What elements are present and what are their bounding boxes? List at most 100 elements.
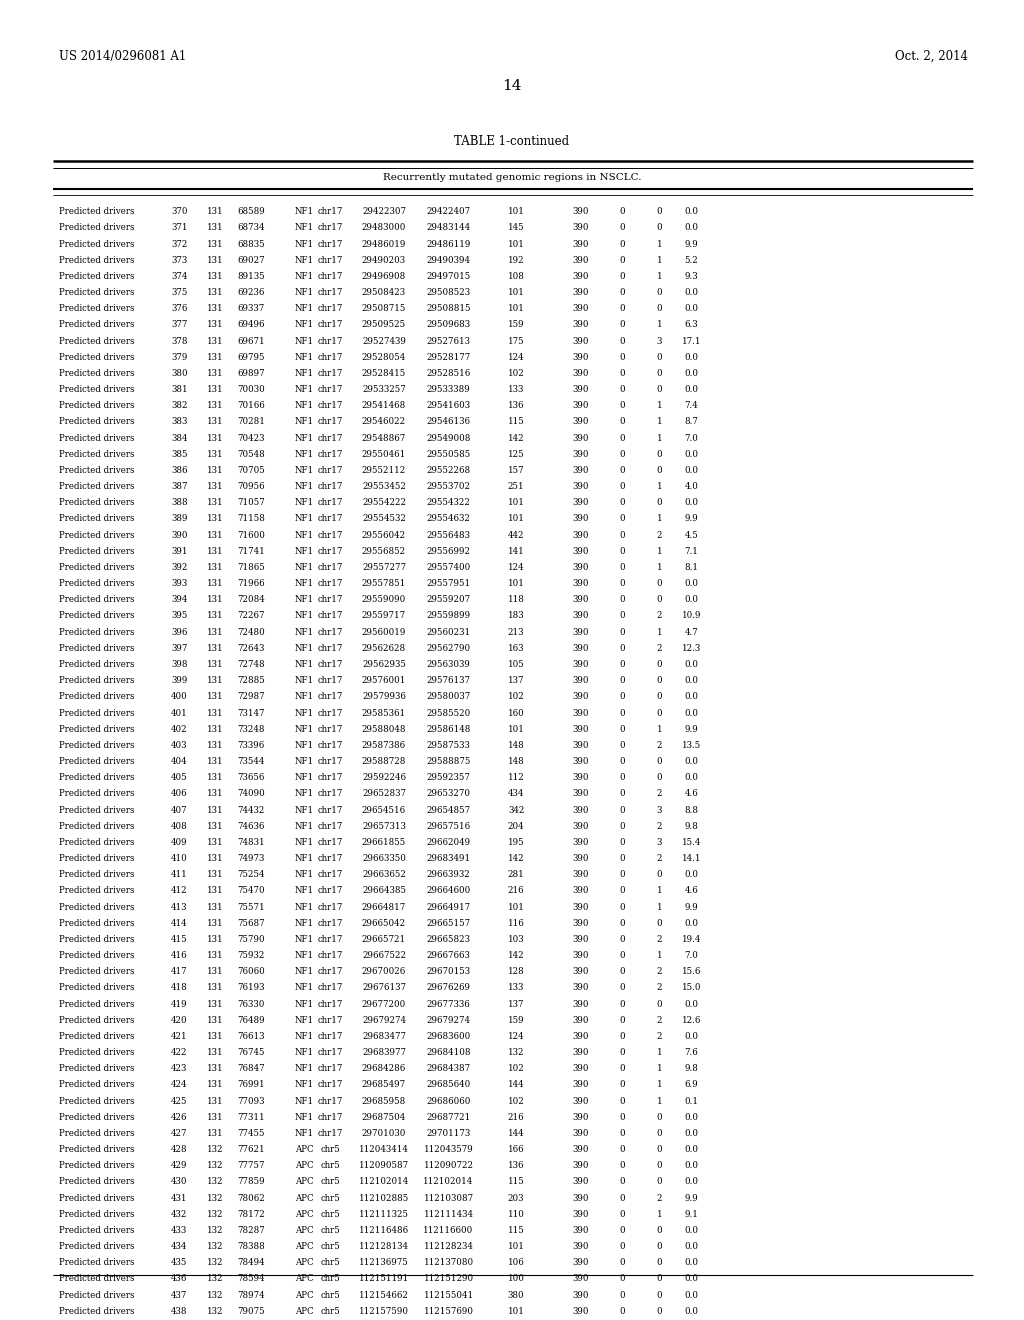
Text: 422: 422 — [171, 1048, 187, 1057]
Text: 2: 2 — [656, 983, 663, 993]
Text: 390: 390 — [572, 709, 589, 718]
Text: 76330: 76330 — [238, 999, 264, 1008]
Text: chr17: chr17 — [318, 676, 343, 685]
Text: 77621: 77621 — [238, 1146, 264, 1154]
Text: 29664600: 29664600 — [426, 887, 471, 895]
Text: 115: 115 — [508, 417, 524, 426]
Text: NF1: NF1 — [295, 531, 314, 540]
Text: 0: 0 — [620, 1291, 626, 1300]
Text: 390: 390 — [572, 838, 589, 847]
Text: chr17: chr17 — [318, 564, 343, 572]
Text: 131: 131 — [207, 499, 223, 507]
Text: NF1: NF1 — [295, 207, 314, 216]
Text: 128: 128 — [508, 968, 524, 977]
Text: chr17: chr17 — [318, 628, 343, 636]
Text: 0: 0 — [620, 758, 626, 766]
Text: 132: 132 — [207, 1226, 223, 1236]
Text: 131: 131 — [207, 692, 223, 701]
Text: 0: 0 — [656, 288, 663, 297]
Text: 29677200: 29677200 — [361, 999, 407, 1008]
Text: 144: 144 — [508, 1080, 524, 1089]
Text: 76991: 76991 — [238, 1080, 264, 1089]
Text: Predicted drivers: Predicted drivers — [59, 999, 135, 1008]
Text: 0: 0 — [620, 1097, 626, 1106]
Text: 112116600: 112116600 — [423, 1226, 474, 1236]
Text: 131: 131 — [207, 595, 223, 605]
Text: 251: 251 — [508, 482, 524, 491]
Text: 0: 0 — [656, 1177, 663, 1187]
Text: 74973: 74973 — [238, 854, 264, 863]
Text: 281: 281 — [508, 870, 524, 879]
Text: 371: 371 — [171, 223, 187, 232]
Text: 0.0: 0.0 — [684, 385, 698, 395]
Text: 131: 131 — [207, 385, 223, 395]
Text: 390: 390 — [572, 579, 589, 589]
Text: Predicted drivers: Predicted drivers — [59, 499, 135, 507]
Text: Predicted drivers: Predicted drivers — [59, 968, 135, 977]
Text: 0.0: 0.0 — [684, 709, 698, 718]
Text: 390: 390 — [572, 1307, 589, 1316]
Text: NF1: NF1 — [295, 515, 314, 524]
Text: 29556852: 29556852 — [361, 546, 407, 556]
Text: 390: 390 — [572, 1113, 589, 1122]
Text: Predicted drivers: Predicted drivers — [59, 821, 135, 830]
Text: 29508815: 29508815 — [426, 305, 471, 313]
Text: 1: 1 — [656, 1048, 663, 1057]
Text: 29559090: 29559090 — [361, 595, 407, 605]
Text: 0: 0 — [620, 805, 626, 814]
Text: 0.0: 0.0 — [684, 919, 698, 928]
Text: 0: 0 — [656, 385, 663, 395]
Text: 0.0: 0.0 — [684, 1032, 698, 1041]
Text: 216: 216 — [508, 887, 524, 895]
Text: 1: 1 — [656, 903, 663, 912]
Text: 0.0: 0.0 — [684, 579, 698, 589]
Text: chr17: chr17 — [318, 1016, 343, 1024]
Text: 402: 402 — [171, 725, 187, 734]
Text: 131: 131 — [207, 1064, 223, 1073]
Text: 78388: 78388 — [237, 1242, 265, 1251]
Text: 0.0: 0.0 — [684, 1146, 698, 1154]
Text: 70548: 70548 — [237, 450, 265, 459]
Text: 131: 131 — [207, 256, 223, 265]
Text: 101: 101 — [508, 288, 524, 297]
Text: 0.0: 0.0 — [684, 305, 698, 313]
Text: 69897: 69897 — [238, 370, 264, 378]
Text: 131: 131 — [207, 531, 223, 540]
Text: 70030: 70030 — [237, 385, 265, 395]
Text: Predicted drivers: Predicted drivers — [59, 321, 135, 330]
Text: 142: 142 — [508, 433, 524, 442]
Text: 12.3: 12.3 — [682, 644, 700, 653]
Text: 0: 0 — [656, 919, 663, 928]
Text: NF1: NF1 — [295, 579, 314, 589]
Text: 0.0: 0.0 — [684, 595, 698, 605]
Text: 77859: 77859 — [238, 1177, 264, 1187]
Text: 29663350: 29663350 — [362, 854, 406, 863]
Text: 76847: 76847 — [238, 1064, 264, 1073]
Text: 108: 108 — [508, 272, 524, 281]
Text: 101: 101 — [508, 1242, 524, 1251]
Text: 29486019: 29486019 — [361, 240, 407, 248]
Text: chr17: chr17 — [318, 692, 343, 701]
Text: Predicted drivers: Predicted drivers — [59, 385, 135, 395]
Text: chr5: chr5 — [321, 1162, 341, 1171]
Text: 72084: 72084 — [237, 595, 265, 605]
Text: Predicted drivers: Predicted drivers — [59, 482, 135, 491]
Text: 0: 0 — [656, 709, 663, 718]
Text: 390: 390 — [572, 401, 589, 411]
Text: 29556992: 29556992 — [427, 546, 470, 556]
Text: 0: 0 — [620, 1177, 626, 1187]
Text: 8.7: 8.7 — [684, 417, 698, 426]
Text: 0: 0 — [656, 352, 663, 362]
Text: chr17: chr17 — [318, 821, 343, 830]
Text: 29560231: 29560231 — [426, 628, 471, 636]
Text: Predicted drivers: Predicted drivers — [59, 644, 135, 653]
Text: 0: 0 — [620, 546, 626, 556]
Text: 4.6: 4.6 — [684, 789, 698, 799]
Text: 0: 0 — [620, 352, 626, 362]
Text: 1: 1 — [656, 950, 663, 960]
Text: 17.1: 17.1 — [681, 337, 701, 346]
Text: 0.0: 0.0 — [684, 499, 698, 507]
Text: 131: 131 — [207, 546, 223, 556]
Text: 166: 166 — [508, 1146, 524, 1154]
Text: 78974: 78974 — [238, 1291, 264, 1300]
